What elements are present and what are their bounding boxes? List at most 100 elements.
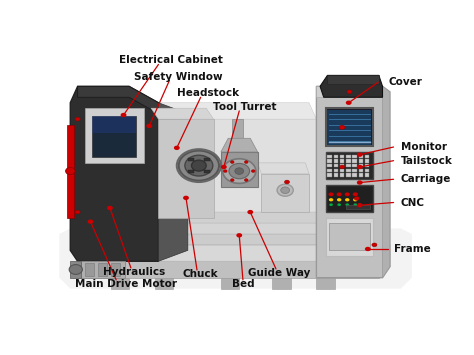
Circle shape: [223, 170, 227, 173]
Polygon shape: [110, 263, 120, 276]
Bar: [340, 159, 344, 163]
Bar: [328, 159, 332, 163]
Bar: [346, 173, 351, 176]
Polygon shape: [70, 86, 158, 261]
Polygon shape: [110, 278, 129, 289]
Text: Electrical Cabinet: Electrical Cabinet: [119, 55, 223, 65]
Polygon shape: [85, 108, 144, 163]
Circle shape: [75, 210, 80, 214]
Polygon shape: [158, 103, 188, 261]
Circle shape: [365, 247, 371, 251]
Bar: [352, 159, 357, 163]
Polygon shape: [328, 110, 372, 145]
Bar: [365, 159, 369, 163]
Circle shape: [357, 180, 363, 185]
Circle shape: [75, 117, 80, 121]
Polygon shape: [316, 278, 335, 289]
Circle shape: [69, 264, 82, 274]
Bar: [359, 169, 363, 172]
Polygon shape: [66, 125, 74, 218]
Polygon shape: [221, 138, 258, 152]
Bar: [346, 164, 351, 167]
Bar: [188, 158, 194, 162]
Polygon shape: [326, 108, 374, 147]
Circle shape: [346, 203, 349, 206]
Bar: [352, 155, 357, 158]
Circle shape: [174, 146, 180, 150]
Circle shape: [345, 198, 349, 201]
Circle shape: [120, 113, 127, 117]
Circle shape: [88, 219, 93, 224]
Circle shape: [345, 192, 350, 196]
Polygon shape: [151, 108, 213, 119]
Bar: [352, 164, 357, 167]
Text: Headstock: Headstock: [177, 88, 239, 98]
Polygon shape: [133, 223, 368, 234]
Text: Monitor: Monitor: [401, 142, 447, 152]
Bar: [204, 170, 210, 173]
Circle shape: [245, 161, 248, 163]
Bar: [334, 169, 338, 172]
Bar: [346, 159, 351, 163]
Bar: [328, 164, 332, 167]
Bar: [346, 169, 351, 172]
Bar: [329, 223, 370, 250]
Bar: [365, 169, 369, 172]
Polygon shape: [78, 261, 379, 278]
Polygon shape: [379, 245, 390, 278]
Bar: [359, 159, 363, 163]
Bar: [359, 155, 363, 158]
Circle shape: [229, 163, 249, 179]
Text: Hydraulics: Hydraulics: [103, 267, 166, 277]
Circle shape: [354, 203, 357, 206]
Circle shape: [346, 100, 352, 105]
Circle shape: [284, 180, 290, 184]
Polygon shape: [383, 86, 390, 278]
Polygon shape: [78, 245, 390, 261]
Text: Chuck: Chuck: [183, 269, 219, 279]
Circle shape: [191, 160, 206, 171]
Circle shape: [221, 165, 227, 169]
Circle shape: [185, 155, 213, 176]
Polygon shape: [98, 263, 107, 276]
Bar: [365, 155, 369, 158]
Text: Tool Turret: Tool Turret: [213, 102, 276, 112]
Circle shape: [146, 124, 152, 128]
Bar: [359, 173, 363, 176]
Polygon shape: [316, 86, 390, 278]
Bar: [365, 164, 369, 167]
Bar: [328, 169, 332, 172]
Circle shape: [245, 179, 248, 181]
Bar: [328, 155, 332, 158]
Bar: [204, 158, 210, 162]
Circle shape: [251, 170, 255, 173]
Text: Frame: Frame: [393, 244, 430, 254]
Polygon shape: [125, 234, 360, 245]
Circle shape: [339, 165, 345, 169]
Polygon shape: [82, 261, 125, 278]
Circle shape: [353, 198, 357, 201]
Bar: [346, 205, 370, 209]
Circle shape: [328, 192, 334, 196]
Text: Carriage: Carriage: [401, 174, 451, 184]
Bar: [340, 169, 344, 172]
Polygon shape: [232, 119, 243, 152]
Circle shape: [353, 192, 358, 196]
Bar: [340, 155, 344, 158]
Circle shape: [179, 151, 219, 181]
Bar: [340, 164, 344, 167]
Polygon shape: [70, 261, 82, 278]
Circle shape: [357, 153, 363, 157]
Circle shape: [230, 179, 234, 181]
Polygon shape: [158, 212, 324, 223]
Text: Guide Way: Guide Way: [248, 268, 311, 278]
Circle shape: [329, 198, 333, 201]
Bar: [346, 155, 351, 158]
Polygon shape: [316, 86, 383, 97]
Polygon shape: [221, 152, 258, 187]
Polygon shape: [92, 116, 137, 133]
Polygon shape: [326, 152, 374, 179]
Bar: [188, 170, 194, 173]
Polygon shape: [92, 116, 137, 157]
Polygon shape: [326, 218, 374, 256]
